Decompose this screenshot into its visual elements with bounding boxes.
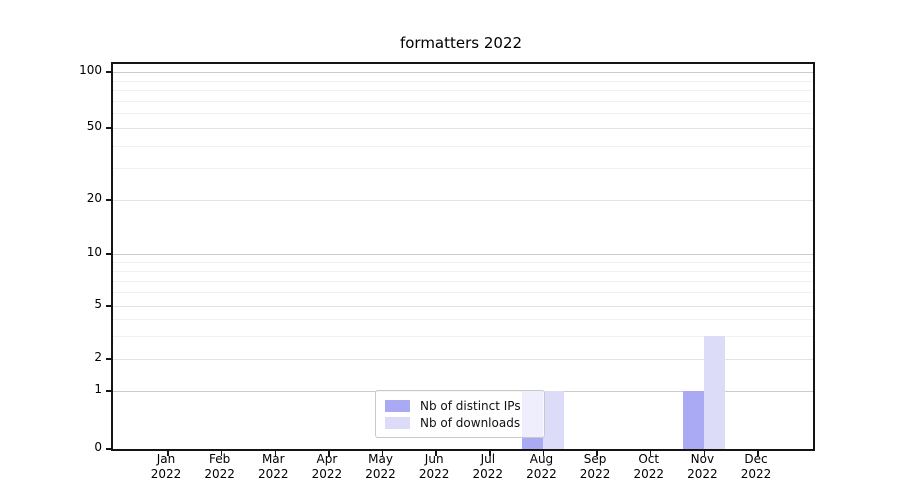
bar-nb-of-downloads-aug (543, 391, 565, 449)
y-tick-label-20: 20 (86, 190, 102, 205)
gridline-20 (113, 199, 813, 201)
x-tick-mark-apr (328, 450, 330, 456)
x-tick-label-may-2022: May 2022 (349, 452, 413, 482)
x-tick-year: 2022 (633, 467, 664, 481)
x-tick-mark-sep (596, 450, 598, 456)
gridline-50 (113, 127, 813, 129)
legend-label: Nb of distinct IPs (420, 398, 521, 413)
bar-nb-of-distinct-ips-nov (683, 391, 705, 449)
gridline-minor-40 (113, 145, 813, 147)
x-tick-year: 2022 (687, 467, 718, 481)
gridline-minor-9 (113, 261, 813, 263)
x-tick-mark-jun (435, 450, 437, 456)
x-tick-label-oct-2022: Oct 2022 (617, 452, 681, 482)
x-tick-label-feb-2022: Feb 2022 (188, 452, 252, 482)
x-tick-mark-jul (489, 450, 491, 456)
x-tick-year: 2022 (472, 467, 504, 481)
x-tick-year: 2022 (204, 467, 235, 481)
y-tick-mark-20 (106, 199, 112, 201)
x-tick-year: 2022 (150, 467, 182, 481)
plot-area: Nb of distinct IPs Nb of downloads (106, 62, 815, 456)
y-tick-mark-50 (106, 127, 112, 129)
x-tick-year: 2022 (418, 467, 450, 481)
x-tick-month: Nov (690, 452, 715, 466)
legend-swatch-icon (385, 416, 410, 429)
x-tick-mark-mar (274, 450, 277, 456)
x-tick-label-jul-2022: Jul 2022 (456, 452, 520, 482)
gridline-10 (113, 253, 813, 255)
x-tick-label-dec-2022: Dec 2022 (724, 452, 788, 482)
x-tick-month: Jan (156, 452, 176, 466)
gridline-minor-80 (113, 90, 813, 92)
x-tick-month: Sep (583, 452, 607, 466)
legend-item-1: Nb of downloads (385, 415, 535, 430)
x-tick-month: Oct (638, 452, 660, 466)
x-tick-month: Apr (316, 452, 338, 466)
y-tick-mark-0 (106, 448, 112, 450)
x-tick-mark-feb (220, 450, 223, 456)
x-tick-year: 2022 (579, 467, 611, 481)
x-tick-mark-oct (649, 450, 652, 456)
x-tick-year: 2022 (365, 467, 396, 481)
x-tick-label-sep-2022: Sep 2022 (563, 452, 627, 482)
gridline-minor-4 (113, 318, 813, 320)
gridline-minor-30 (113, 168, 813, 170)
x-tick-year: 2022 (311, 467, 343, 481)
gridline-minor-90 (113, 80, 813, 82)
x-tick-label-nov-2022: Nov 2022 (670, 452, 734, 482)
y-tick-label-5: 5 (94, 297, 102, 311)
x-tick-year: 2022 (257, 467, 289, 481)
x-tick-month: Jun (424, 452, 444, 466)
x-tick-label-jun-2022: Jun 2022 (402, 452, 466, 482)
x-tick-mark-aug (542, 450, 545, 456)
gridline-minor-7 (113, 280, 813, 282)
x-tick-month: Dec (744, 452, 768, 466)
y-tick-label-0: 0 (94, 440, 102, 454)
gridline-minor-60 (113, 113, 813, 115)
x-tick-label-aug-2022: Aug 2022 (509, 452, 573, 482)
y-tick-mark-100 (106, 71, 112, 73)
x-tick-label-apr-2022: Apr 2022 (295, 452, 359, 482)
x-tick-month: Feb (209, 452, 231, 466)
y-tick-mark-1 (106, 390, 112, 392)
gridline-2 (113, 358, 813, 360)
y-tick-label-100: 100 (79, 63, 102, 77)
x-tick-mark-nov (703, 450, 706, 456)
chart-title: formatters 2022 (399, 34, 523, 52)
y-tick-label-1: 1 (94, 382, 102, 397)
x-tick-month: Aug (529, 452, 554, 466)
x-tick-month: Mar (261, 452, 285, 466)
x-tick-year: 2022 (526, 467, 557, 481)
y-tick-mark-2 (106, 358, 112, 360)
legend-item-0: Nb of distinct IPs (385, 398, 535, 413)
gridline-minor-70 (113, 100, 813, 102)
x-tick-mark-jan (167, 450, 169, 456)
y-tick-label-2: 2 (94, 349, 102, 364)
gridline-minor-3 (113, 335, 813, 337)
gridline-5 (113, 306, 813, 307)
legend: Nb of distinct IPs Nb of downloads (375, 390, 545, 438)
y-tick-label-50: 50 (86, 118, 102, 133)
gridline-100 (113, 72, 813, 73)
x-tick-year: 2022 (740, 467, 772, 481)
y-tick-mark-5 (106, 305, 112, 307)
x-tick-label-mar-2022: Mar 2022 (241, 452, 305, 482)
legend-label: Nb of downloads (420, 415, 521, 430)
gridline-minor-6 (113, 292, 813, 294)
y-tick-label-10: 10 (86, 244, 102, 259)
y-tick-mark-10 (106, 253, 112, 255)
x-tick-month: Jul (480, 452, 496, 466)
x-tick-label-jan-2022: Jan 2022 (134, 452, 198, 482)
x-tick-mark-may (381, 450, 384, 456)
gridline-minor-8 (113, 270, 813, 272)
legend-swatch-icon (385, 399, 410, 412)
x-tick-mark-dec (757, 450, 759, 456)
x-tick-month: May (368, 452, 393, 466)
bar-nb-of-downloads-nov (704, 335, 726, 449)
